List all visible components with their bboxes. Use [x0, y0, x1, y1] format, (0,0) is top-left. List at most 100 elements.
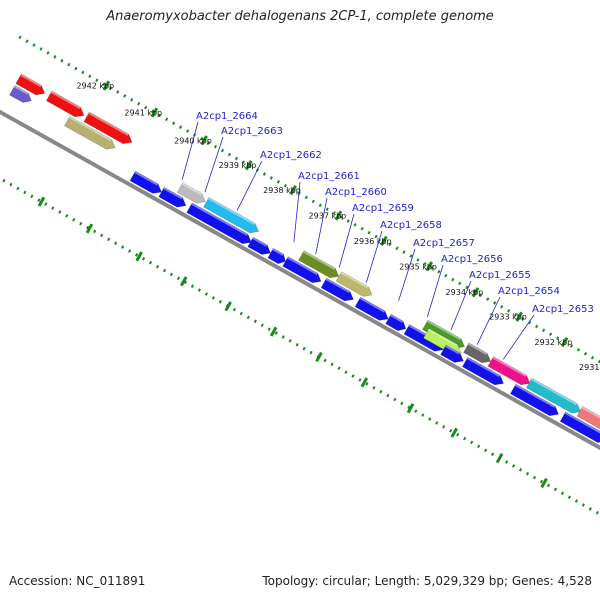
- gene-highlight: [426, 319, 462, 341]
- backbone-line: [0, 109, 600, 451]
- gene-arrow[interactable]: [525, 377, 582, 414]
- inner-ring-major-tick: [315, 351, 323, 363]
- gene-label[interactable]: A2cp1_2655: [469, 270, 531, 281]
- gene-arrow[interactable]: [9, 84, 32, 103]
- gene-arrow[interactable]: [45, 90, 85, 118]
- gene-label[interactable]: A2cp1_2661: [298, 171, 360, 182]
- gene-arrow[interactable]: [282, 256, 322, 284]
- inner-ring-dots: [0, 176, 600, 516]
- outer-ring-major-tick: [515, 311, 523, 322]
- tick-label-layer: 2942 kbp 2941 kbp 2940 kbp 2939 kbp 2938 kbp…: [76, 82, 600, 372]
- gene-highlight: [427, 328, 458, 347]
- gene-label-leader: [398, 248, 416, 301]
- gene-label-leader: [450, 280, 472, 331]
- outer-ring-major-tick: [289, 185, 297, 196]
- outer-ring-major-tick: [471, 287, 480, 298]
- tick-label: 2938 kbp: [263, 186, 301, 195]
- inner-tick-ring: [0, 176, 600, 516]
- topology-text: Topology: circular; Length: 5,029,329 bp…: [262, 574, 592, 588]
- outer-ring-major-tick: [560, 336, 569, 348]
- gene-highlight: [272, 248, 284, 256]
- gene-highlight: [564, 411, 600, 434]
- gene-arrow[interactable]: [422, 319, 465, 349]
- gene-label-leader: [427, 264, 444, 317]
- gene-arrow[interactable]: [354, 296, 389, 321]
- gene-arrow[interactable]: [559, 411, 600, 443]
- gene-arrow[interactable]: [385, 313, 407, 332]
- gene-label-layer: A2cp1_2664 A2cp1_2663 A2cp1_2662 A2cp1_2661…: [181, 111, 594, 360]
- gene-highlight: [252, 237, 268, 247]
- inner-ring-major-tick: [495, 452, 504, 464]
- gene-highlight: [467, 342, 488, 355]
- tick-label: 2940 kbp: [174, 136, 212, 145]
- genome-backbone: [0, 109, 600, 451]
- gene-arrow[interactable]: [440, 344, 464, 363]
- gene-highlight: [163, 187, 183, 200]
- gene-arrow[interactable]: [83, 111, 133, 145]
- gene-label-leader: [181, 121, 199, 180]
- inner-ring-major-tick: [135, 251, 143, 262]
- gene-label[interactable]: A2cp1_2664: [196, 111, 258, 122]
- gene-arrow[interactable]: [461, 356, 504, 386]
- gene-label-leader: [338, 213, 355, 268]
- outer-ring-major-tick: [200, 135, 208, 146]
- gene-highlight: [340, 271, 369, 289]
- gene-arrow[interactable]: [15, 73, 46, 96]
- gene-label-leader: [236, 160, 263, 211]
- outer-ring-major-tick: [244, 160, 253, 171]
- gene-label[interactable]: A2cp1_2654: [498, 286, 560, 297]
- gene-label-leader: [502, 314, 535, 360]
- gene-highlight: [68, 116, 112, 142]
- gene-label[interactable]: A2cp1_2663: [221, 126, 283, 137]
- gene-highlight: [325, 278, 351, 294]
- gene-arrow[interactable]: [487, 356, 531, 386]
- gene-arrow[interactable]: [247, 236, 271, 255]
- gene-label[interactable]: A2cp1_2658: [380, 220, 442, 231]
- gene-highlight: [287, 256, 318, 275]
- tick-label: 2933 kbp: [489, 313, 527, 322]
- outer-ring-major-tick: [102, 80, 111, 91]
- gene-label[interactable]: A2cp1_2656: [441, 254, 503, 265]
- inner-ring-major-tick: [540, 477, 548, 489]
- gene-arrow[interactable]: [203, 196, 260, 234]
- tick-label: 2934 kbp: [446, 288, 484, 297]
- gene-arrow[interactable]: [64, 115, 116, 150]
- gene-highlight: [581, 406, 600, 419]
- tick-label: 2935 kbp: [399, 262, 437, 271]
- gene-arrow[interactable]: [158, 186, 187, 208]
- gene-label-leader: [315, 197, 328, 255]
- gene-arrow[interactable]: [335, 271, 373, 297]
- gene-highlight: [359, 297, 385, 313]
- gene-arrow[interactable]: [176, 182, 206, 204]
- inner-ring-major-tick: [450, 427, 458, 438]
- gene-arrow[interactable]: [267, 247, 286, 265]
- gene-highlight: [492, 356, 527, 377]
- gene-label[interactable]: A2cp1_2657: [413, 238, 475, 249]
- accession-text: Accession: NC_011891: [9, 574, 146, 588]
- gene-label[interactable]: A2cp1_2659: [352, 203, 414, 214]
- tick-label: 2941 kbp: [124, 108, 162, 117]
- gene-arrow[interactable]: [463, 342, 492, 364]
- gene-highlight: [13, 85, 29, 95]
- outer-ring-major-tick: [150, 107, 159, 118]
- tick-label: 2931 kbp: [579, 363, 600, 372]
- outer-ring-dots: [18, 35, 600, 364]
- gene-highlight: [207, 197, 256, 226]
- tick-label: 2939 kbp: [219, 161, 257, 170]
- gene-label[interactable]: A2cp1_2653: [532, 304, 594, 315]
- gene-label[interactable]: A2cp1_2662: [260, 150, 322, 161]
- outer-ring-major-tick: [425, 261, 434, 272]
- gene-arrow[interactable]: [509, 383, 559, 417]
- outer-ring-major-tick: [334, 210, 343, 221]
- gene-arrow[interactable]: [129, 170, 162, 194]
- gene-highlight: [445, 345, 461, 355]
- inner-ring-major-tick: [224, 301, 232, 312]
- gene-label[interactable]: A2cp1_2660: [325, 187, 387, 198]
- gene-highlight: [191, 202, 248, 236]
- gene-highlight: [88, 112, 129, 136]
- gene-arrow[interactable]: [186, 202, 252, 245]
- gene-arrow[interactable]: [298, 250, 340, 279]
- gene-arrow[interactable]: [576, 405, 600, 445]
- gene-arrow[interactable]: [320, 277, 354, 302]
